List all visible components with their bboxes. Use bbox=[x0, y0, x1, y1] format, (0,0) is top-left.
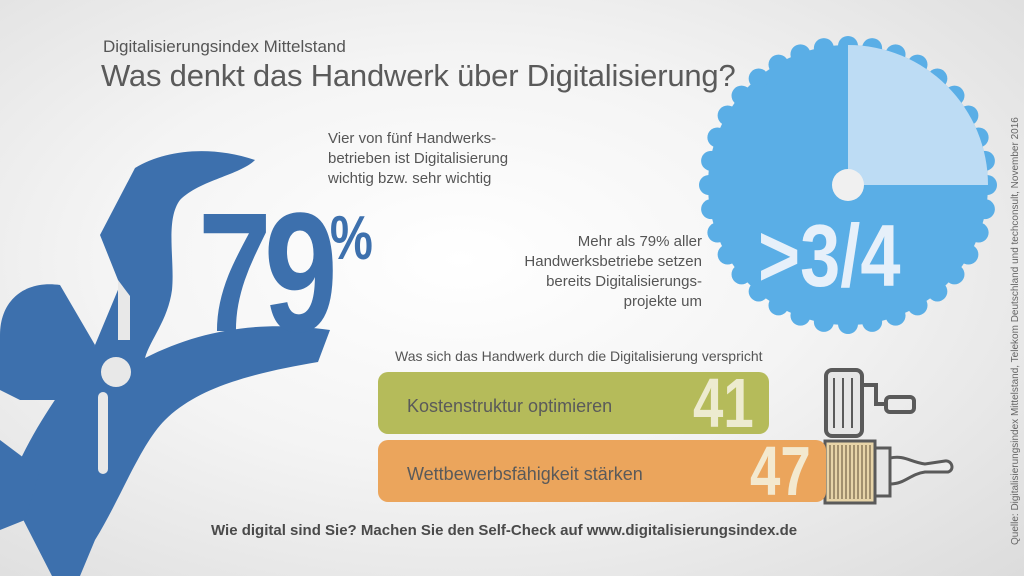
stat-right-value: >3/4 bbox=[758, 206, 901, 305]
chart-bar-label: Wettbewerbsfähigkeit stärken bbox=[407, 464, 643, 484]
chart-bar bbox=[378, 440, 826, 502]
chart-bar-value: 47 bbox=[750, 432, 811, 510]
stat-left-line: betrieben ist Digitalisierung bbox=[328, 150, 509, 167]
saw-blade-icon bbox=[699, 36, 997, 334]
stat-left-text: Vier von fünf Handwerks- betrieben ist D… bbox=[328, 129, 528, 189]
stat-right-line: Handwerksbetriebe setzen bbox=[524, 253, 702, 270]
stat-right-line: bereits Digitalisierungs- bbox=[546, 273, 702, 290]
subtitle: Digitalisierungsindex Mittelstand bbox=[103, 37, 346, 56]
stat-left-value: 79% bbox=[198, 188, 373, 358]
chart-bars bbox=[378, 372, 826, 502]
chart-bar-value: 41 bbox=[693, 364, 754, 442]
stat-left-line: Vier von fünf Handwerks- bbox=[328, 130, 497, 147]
footer-cta: Wie digital sind Sie? Machen Sie den Sel… bbox=[211, 522, 798, 539]
chart-bar bbox=[378, 372, 769, 434]
pliers-notch-icon bbox=[118, 280, 130, 340]
chart-bar-label: Kostenstruktur optimieren bbox=[407, 396, 613, 416]
pliers-slot-icon bbox=[98, 392, 108, 474]
stat-right-text: Mehr als 79% aller Handwerksbetriebe set… bbox=[512, 232, 702, 312]
pliers-pivot-icon bbox=[101, 357, 131, 387]
chart-title: Was sich das Handwerk durch die Digitali… bbox=[395, 348, 763, 364]
stat-left-number: 79 bbox=[198, 178, 338, 368]
page-title: Was denkt das Handwerk über Digitalisier… bbox=[101, 58, 736, 93]
paint-roller-icon bbox=[824, 368, 916, 438]
stat-left-unit: % bbox=[329, 204, 373, 273]
stat-left-line: wichtig bzw. sehr wichtig bbox=[328, 170, 492, 187]
source-note: Quelle: Digitalisierungsindex Mittelstan… bbox=[1010, 117, 1021, 545]
paint-brush-icon bbox=[823, 439, 954, 505]
pliers-icon bbox=[0, 151, 330, 576]
stat-right-line: Mehr als 79% aller bbox=[577, 233, 702, 250]
stat-right-line: projekte um bbox=[623, 293, 702, 310]
